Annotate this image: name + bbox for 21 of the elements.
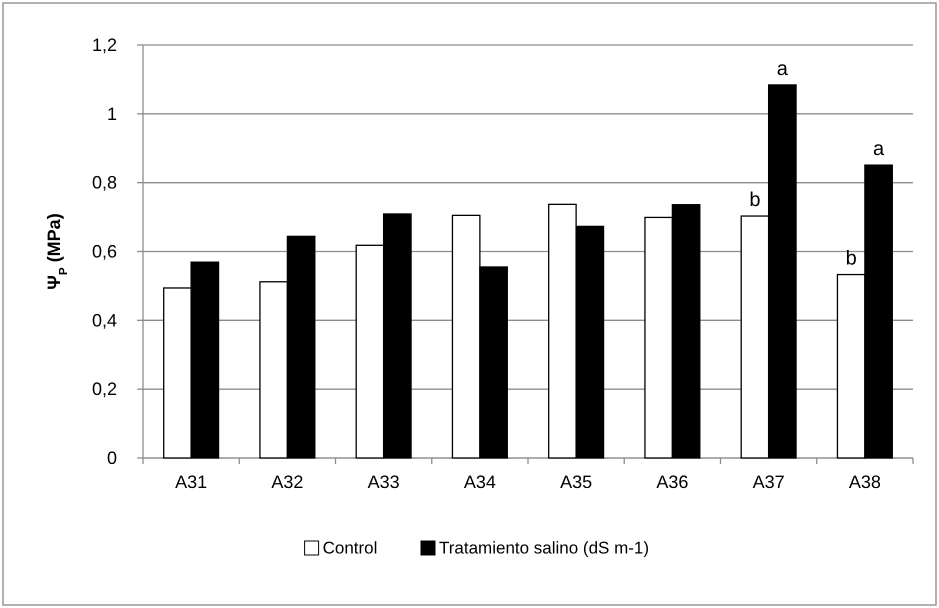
x-tick-label: A32 [271,472,304,492]
x-tick-label: A35 [560,472,592,492]
x-tick-label: A31 [175,472,208,492]
x-tick-label: A33 [368,472,400,492]
y-tick-label: 0,2 [92,379,117,400]
y-tick-label: 1,2 [92,35,117,55]
annotation: a [873,138,886,160]
x-tick-label: A37 [752,472,785,492]
y-tick-label: 0,6 [92,242,117,262]
x-tick-label: A38 [848,472,881,492]
x-tick-label: A34 [464,472,496,492]
legend-label: Control [322,538,378,558]
y-tick-label: 0 [106,448,117,468]
annotation: b [749,189,760,212]
y-tick-label: 0,4 [92,310,117,330]
y-tick-label: 0,8 [92,172,117,193]
legend-label: Tratamiento salino (dS m-1) [439,538,650,558]
x-tick-label: A36 [656,472,688,492]
y-tick-label: 1 [106,104,117,124]
annotation: b [846,248,857,270]
annotation: a [776,58,789,80]
